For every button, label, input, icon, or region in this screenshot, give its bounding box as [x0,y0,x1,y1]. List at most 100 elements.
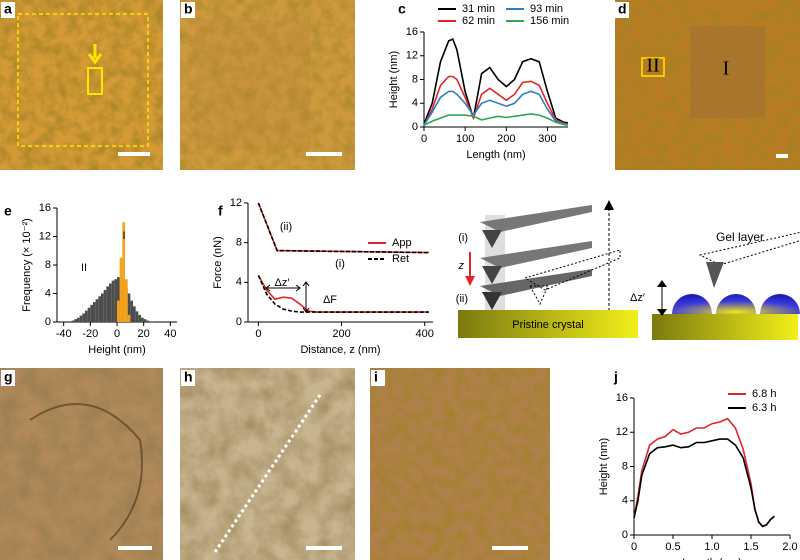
axis-label: z [458,260,465,272]
y-axis-title: Frequency (× 10⁻²) [21,218,33,312]
hist-bar [141,317,144,322]
series-line [633,417,775,528]
hist-bar [98,296,101,322]
legend-label: 62 min [462,15,495,27]
hist-bar [135,311,139,322]
hist-bar [77,317,80,322]
y-tick-label: 12 [230,197,242,209]
image-a [0,0,163,170]
x-tick-label: -40 [56,328,72,340]
legend-label: 93 min [530,3,563,15]
panel-label: h [184,369,193,385]
x-tick-label: 400 [416,328,434,340]
x-tick-label: 0.5 [665,541,680,553]
x-tick-label: 300 [538,133,556,145]
series-line [423,113,569,126]
hist-bar [117,300,120,322]
annotation-arrow [302,281,310,313]
x-tick-label: 20 [138,328,150,340]
image-g [0,368,163,560]
y-axis-title: Force (nN) [212,236,224,289]
label-bg [615,2,629,18]
y-tick-label: 4 [236,276,242,288]
schematic [458,200,800,340]
y-tick-label: 8 [412,73,418,85]
image-i [370,368,550,560]
image-label: II [646,55,659,77]
annotation-arrow [265,284,301,292]
hist-bar [93,302,96,322]
hist-bar [119,257,123,322]
x-axis-title: Length (nm) [466,149,525,161]
hist-bar [74,319,77,322]
hist-bar [71,320,75,322]
x-tick-label: 2.0 [782,541,797,553]
legend-label: 6.8 h [752,388,776,400]
legend-label: 31 min [462,3,495,15]
hist-bar [106,286,109,322]
x-tick-label: 0 [631,541,637,553]
hist-bar [127,293,131,322]
hist-bar [117,277,120,322]
hist-bar [111,280,115,322]
hist-bar [90,304,93,322]
panel-label: a [4,1,12,17]
x-tick-label: 1.5 [743,541,758,553]
stage-label: (ii) [456,293,468,305]
series-line [423,75,569,126]
stage-label: (i) [458,232,468,244]
hist-bar [130,300,133,322]
y-tick-label: 16 [39,202,51,214]
hist-bar [122,222,125,322]
y-tick-label: 12 [616,426,628,438]
label-bg [1,2,15,18]
crystal-label: Pristine crystal [512,319,584,331]
hist-bar [138,314,141,322]
y-tick-label: 8 [236,237,242,249]
x-tick-label: 0 [114,328,120,340]
annotation: I [122,230,125,242]
legend-label: 6.3 h [752,402,776,414]
hist-bar [125,279,128,322]
gel-label: Gel layer [716,230,764,244]
hist-bar [69,321,72,322]
image-label: I [723,58,730,80]
panel-label: b [184,1,193,17]
hist-bar [143,319,147,322]
label-bg [1,370,15,386]
annotation: (i) [335,258,345,270]
y-tick-label: 0 [236,316,242,328]
x-axis-title: Length (μm) [682,557,742,560]
y-tick-label: 4 [45,287,51,299]
legend-label: App [392,237,412,249]
x-tick-label: 40 [164,328,176,340]
chart: 0 4 8 12 16 0 0.5 1.0 1.5 2.0 Length (μm) Height (n… [598,388,798,560]
label-bg [181,370,195,386]
y-tick-label: 0 [45,316,51,328]
series-line [257,202,429,313]
hist-bar [95,299,99,322]
hist-bar [103,289,107,322]
panel-label: j [613,369,618,385]
x-tick-label: 200 [332,328,350,340]
y-tick-label: 12 [406,50,418,62]
chart: 0 4 8 12 16 -40 -20 0 20 40 Height (nm) Frequency (… [21,202,177,356]
x-axis-title: Height (nm) [88,344,145,356]
x-tick-label: 0 [255,328,261,340]
y-axis-title: Height (nm) [388,51,400,108]
hist-bar [114,279,117,322]
series-line [423,38,569,125]
hist-bar [149,321,152,322]
hist-bar [85,310,88,322]
y-tick-label: 8 [622,460,628,472]
x-tick-label: 100 [456,133,474,145]
x-tick-label: 200 [497,133,515,145]
y-tick-label: 4 [622,495,628,507]
annotation: ΔF [323,294,337,306]
x-tick-label: -20 [82,328,98,340]
legend-label: Ret [392,253,409,265]
annotation: Δz′ [275,277,290,289]
chart: 0 4 8 12 0 200 400 Distance, z (nm) Force (nN) Ap… [212,197,434,356]
y-tick-label: 16 [616,392,628,404]
